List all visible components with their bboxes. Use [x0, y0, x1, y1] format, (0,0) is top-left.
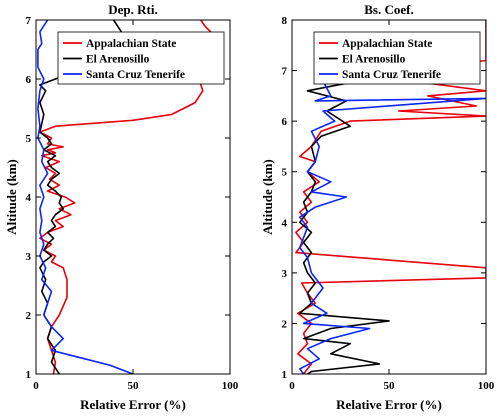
panel2-legend-label-el-arenosillo: El Arenosillo — [342, 54, 406, 66]
panel2-ytick-label-4: 4 — [282, 217, 288, 229]
panel1-legend-label-el-arenosillo: El Arenosillo — [86, 54, 150, 66]
panel1-xtick-label-0: 0 — [33, 380, 39, 392]
panel2-legend-label-santa-cruz-tenerife: Santa Cruz Tenerife — [342, 69, 441, 81]
panel2-ytick-label-6: 6 — [282, 116, 288, 128]
panel1-ytick-label-4: 4 — [26, 192, 32, 204]
panel2: Bs. Coef. 0 50 100 1 2 3 4 5 6 7 8 Relative Error (%… — [260, 2, 495, 412]
panel1-xlabel: Relative Error (%) — [80, 397, 186, 412]
panel2-ytick-label-5: 5 — [282, 167, 288, 179]
panel1-ylabel: Altitude (km) — [4, 159, 19, 234]
panel1-xtick-label-100: 100 — [222, 380, 239, 392]
panel1-ytick-label-6: 6 — [26, 74, 32, 86]
panel1-title: Dep. Rti. — [108, 2, 157, 17]
panel1-series-santa-cruz-tenerife-line — [37, 20, 134, 374]
panel1-ytick-label-5: 5 — [26, 133, 32, 145]
panel2-title: Bs. Coef. — [364, 2, 413, 17]
panel1-series-appalachian-state-line — [39, 20, 212, 374]
panel2-ytick-label-1: 1 — [282, 369, 288, 381]
panel1-ytick-label-3: 3 — [26, 251, 32, 263]
panel2-ytick-label-8: 8 — [282, 15, 288, 27]
panel1-legend-label-santa-cruz-tenerife: Santa Cruz Tenerife — [86, 69, 185, 81]
panel2-series-santa-cruz-tenerife-line — [299, 65, 486, 374]
panel2-ytick-label-2: 2 — [282, 318, 288, 330]
panel1: Dep. Rti. 0 50 100 1 2 3 4 5 6 7 Relative Error (%)… — [4, 2, 239, 412]
panel1-ytick-label-1: 1 — [26, 369, 32, 381]
panel1-ytick-label-2: 2 — [26, 310, 32, 322]
panel2-ytick-label-7: 7 — [282, 66, 288, 78]
panel1-ytick-label-7: 7 — [26, 15, 32, 27]
panel1-xtick-label-50: 50 — [128, 380, 140, 392]
panel2-legend-box — [313, 31, 481, 85]
panel1-series-el-arenosillo-line — [39, 20, 123, 374]
panel1-legend-label-appalachian-state: Appalachian State — [86, 38, 176, 50]
panel2-xtick-label-100: 100 — [478, 380, 495, 392]
panel1-legend-box — [57, 31, 225, 85]
panel2-series-group — [295, 20, 486, 374]
panel1-legend: Appalachian State El Arenosillo Santa Cruz… — [57, 31, 225, 85]
panel2-ytick-label-3: 3 — [282, 268, 288, 280]
panel2-ylabel: Altitude (km) — [260, 159, 275, 234]
panel2-xtick-label-50: 50 — [384, 380, 396, 392]
panel1-series-group — [37, 20, 212, 374]
panel2-series-el-arenosillo-line — [299, 54, 390, 374]
panel2-xtick-label-0: 0 — [289, 380, 295, 392]
panel2-legend: Appalachian State El Arenosillo Santa Cruz… — [313, 31, 481, 85]
panel2-xlabel: Relative Error (%) — [336, 397, 442, 412]
panel2-legend-label-appalachian-state: Appalachian State — [342, 38, 432, 50]
